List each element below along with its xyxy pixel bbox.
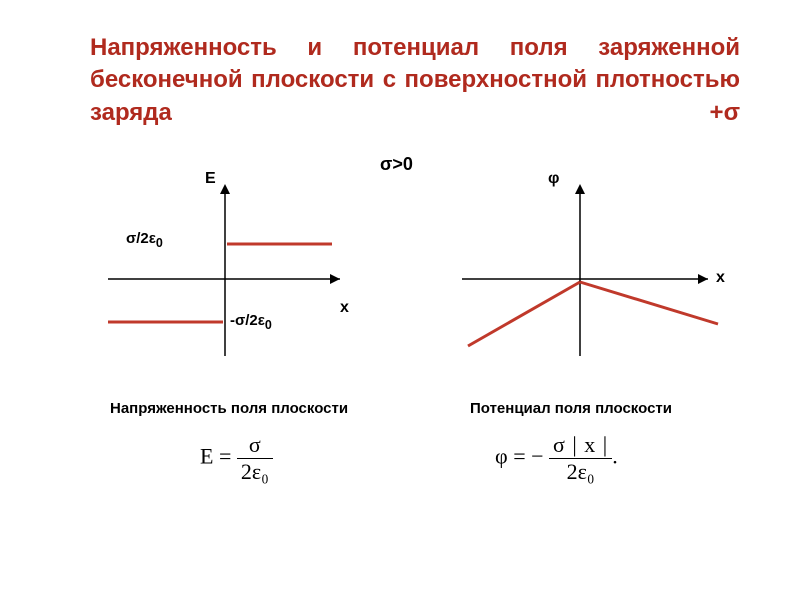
left-x-axis-label: x bbox=[340, 299, 349, 317]
right-x-axis-label: x bbox=[716, 269, 725, 287]
left-chart-svg bbox=[90, 174, 360, 364]
formula-e: E = σ 2ε₀ bbox=[200, 432, 273, 485]
right-chart: φ x bbox=[450, 174, 730, 369]
left-tick-negative: -σ/2ε0 bbox=[230, 312, 272, 332]
left-y-axis-label: E bbox=[205, 170, 216, 188]
right-caption: Потенциал поля плоскости bbox=[470, 400, 672, 417]
left-tick-positive: σ/2ε0 bbox=[126, 230, 163, 250]
condition-label: σ>0 bbox=[380, 154, 413, 175]
right-y-axis-label: φ bbox=[548, 170, 559, 188]
right-chart-svg bbox=[450, 174, 730, 364]
page-title: Напряженность и потенциал поля заряженно… bbox=[90, 32, 740, 129]
left-caption: Напряженность поля плоскости bbox=[110, 400, 348, 417]
formula-phi: φ = − σ | x | 2ε₀ . bbox=[495, 432, 618, 485]
left-chart: E x σ/2ε0 -σ/2ε0 bbox=[90, 174, 360, 369]
